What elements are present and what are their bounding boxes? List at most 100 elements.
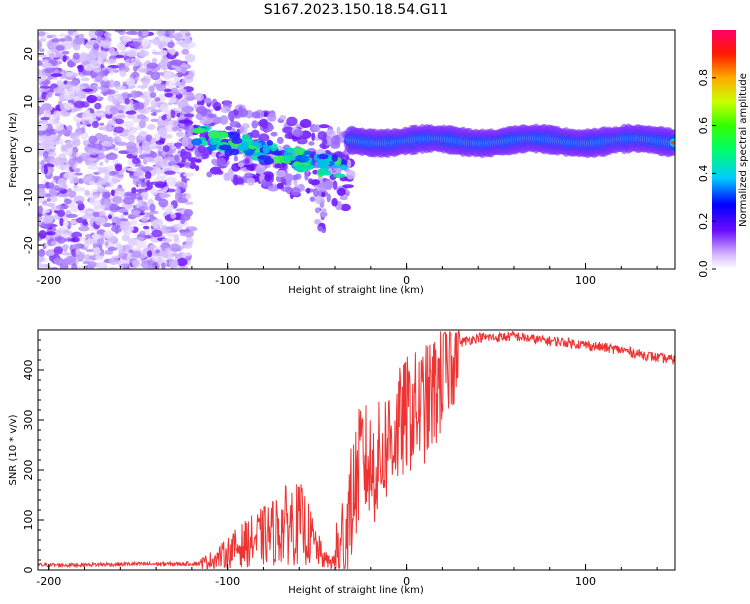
spectrogram-signal-halo [313,187,319,198]
spectrogram-noise-blob [173,32,183,40]
spectrogram-noise-blob [87,165,99,170]
snr-y-axis-label: SNR (10 * v/v) [8,414,19,485]
spectrogram-noise-blob [98,177,108,185]
spectrogram-noise-blob [38,48,45,53]
spectrogram-noise-blob [161,238,173,243]
spectrogram-noise-blob [144,99,150,106]
spectrogram-noise-blob [118,249,124,257]
spectrogram-signal-halo [182,105,194,113]
spectrogram-signal-halo [279,115,287,121]
spectrogram-noise-blob [185,237,194,246]
spectrogram-signal-halo [262,123,268,130]
spectrogram-noise-blob [123,35,131,43]
spectrogram-signal-core [231,137,243,144]
spectrogram-noise-blob [146,179,151,188]
spectrogram-signal-halo [339,195,348,201]
spectrogram-noise-blob [108,257,119,266]
spectrogram-noise-blob [148,85,155,93]
spectrogram-noise-blob [50,195,58,203]
spectrogram-noise-blob [183,172,195,177]
spectrogram-noise-blob [184,53,196,63]
spectrogram-noise-blob [40,159,45,168]
spectrogram-noise-blob [92,85,98,94]
spectrogram-band-core [670,140,675,145]
spectrogram-noise-blob [170,109,176,119]
chart-title: S167.2023.150.18.54.G11 [264,2,449,18]
spectrogram-signal-core [324,170,332,176]
spectrogram-noise-blob [170,59,183,66]
spectrogram-noise-blob [86,210,93,214]
snr-y-tick-label: 100 [22,510,35,531]
spectrogram-noise-blob [85,66,93,72]
spectrogram-noise-blob [176,171,182,175]
spectrogram-noise-blob [39,85,51,89]
spectrogram-noise-blob [114,30,124,33]
spectrogram-noise-blob [68,158,76,166]
spectrogram-signal-halo [292,129,304,138]
spectrogram-noise-blob [184,32,191,37]
spectrogram-x-tick-label: 0 [403,274,410,287]
spectrogram-noise-blob [162,145,170,152]
spectrogram-noise-blob [142,225,150,230]
spectrogram-noise-blob [140,181,147,188]
spectrogram-noise-blob [114,164,123,172]
spectrogram-noise-blob [40,37,47,42]
spectrogram-signal-halo [203,97,212,104]
snr-x-ticks: -200 -100 0 100 [36,564,658,588]
spectrogram-noise-blob [60,162,66,171]
spectrogram-noise-blob [130,90,139,99]
spectrogram-noise-blob [108,127,115,131]
spectrogram-signal-halo [229,121,241,128]
spectrogram-noise-blob [38,40,42,50]
spectrogram-signal-core [192,127,206,134]
spectrogram-noise-blob [72,138,81,147]
spectrogram-noise-blob [139,94,148,99]
spectrogram-noise-blob [64,34,72,43]
spectrogram-noise-blob [182,243,193,249]
spectrogram-noise-blob [81,126,86,133]
spectrogram-noise-blob [38,60,43,67]
spectrogram-noise-blob [169,164,181,172]
spectrogram-noise-blob [93,246,101,256]
spectrogram-noise-blob [46,34,53,39]
snr-y-tick-label: 200 [22,460,35,481]
spectrogram-noise-blob [155,249,160,254]
spectrogram-noise-blob [132,172,142,177]
spectrogram-noise-blob [55,122,64,131]
spectrogram-noise-blob [151,57,158,65]
spectrogram-noise-blob [131,157,140,165]
spectrogram-signal-halo [189,157,198,163]
spectrogram-noise-blob [87,261,97,269]
spectrogram-noise-blob [159,103,169,113]
spectrogram-noise-blob [74,187,86,192]
spectrogram-noise-blob [164,170,176,175]
spectrogram-noise-blob [48,151,57,157]
spectrogram-noise-blob [44,62,53,68]
spectrogram-signal-halo [258,133,270,142]
spectrogram-noise-blob [112,175,119,185]
spectrogram-noise-blob [150,235,162,243]
spectrogram-noise-blob [66,125,73,133]
spectrogram-signal-halo [306,187,311,194]
spectrogram-noise-blob [112,147,119,152]
spectrogram-noise-blob [176,71,184,78]
spectrogram-noise-blob [59,217,64,227]
spectrogram-noise-blob [92,42,99,50]
spectrogram-noise-blob [109,79,115,89]
spectrogram-noise-blob [59,38,66,42]
spectrogram-noise-blob [112,69,120,73]
spectrogram-noise-blob [119,263,132,269]
spectrogram-noise-blob [86,95,98,103]
spectrogram-x-tick-label: 100 [575,274,596,287]
spectrogram-noise-blob [77,64,84,73]
spectrogram-noise-blob [94,112,105,117]
spectrogram-signal-halo [195,158,202,163]
spectrogram-noise-blob [154,189,167,194]
snr-y-tick-label: 300 [22,410,35,431]
spectrogram-signal-halo [346,159,352,169]
spectrogram-noise-blob [150,187,158,196]
spectrogram-noise-blob [103,230,114,239]
spectrogram-noise-blob [95,262,104,269]
